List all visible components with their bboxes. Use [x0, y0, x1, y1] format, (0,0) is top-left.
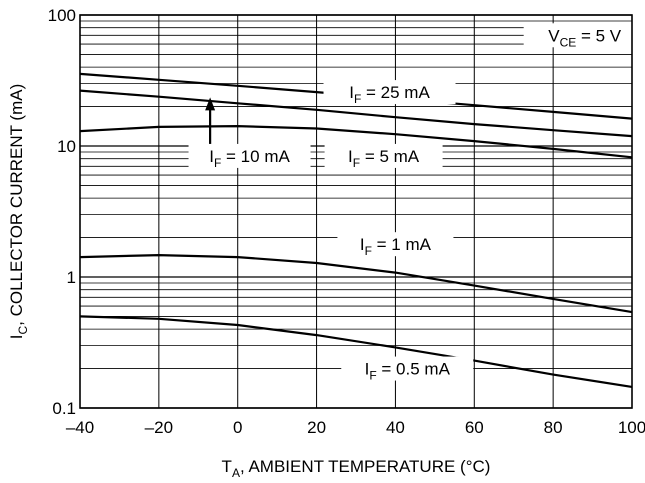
- annotation-label-rest: = 1 mA: [372, 235, 432, 254]
- annotation-label: VCE = 5 V: [548, 26, 622, 49]
- x-axis-title: TA, AMBIENT TEMPERATURE (°C): [222, 457, 491, 480]
- annotation-background: [323, 80, 456, 105]
- y-tick-label: 10: [57, 137, 76, 156]
- y-axis-title-subscript: C: [16, 326, 30, 335]
- series-layer: [79, 72, 633, 388]
- annotation-label-subscript: F: [354, 92, 361, 106]
- annotation-label: IF = 5 mA: [348, 147, 420, 170]
- grid-minor-lines: [80, 20, 632, 369]
- annotation-label-subscript: F: [365, 244, 372, 258]
- annotation-label-main: I: [348, 147, 353, 166]
- plot-frame: [79, 14, 633, 409]
- y-tick-label: 1: [67, 268, 76, 287]
- x-tick-labels: –40 –20 0 20 40 60 80 100: [66, 418, 645, 437]
- series-line: [79, 124, 633, 159]
- annotation-label-subscript: F: [369, 369, 376, 383]
- annotation-label-main: I: [365, 360, 370, 379]
- y-axis-title-main: I: [7, 335, 26, 340]
- x-axis-title-subscript: A: [232, 466, 240, 480]
- y-axis-title-rest: , COLLECTOR CURRENT (mA): [7, 84, 26, 326]
- x-tick-label: –20: [145, 418, 173, 437]
- annotation-label-subscript: F: [353, 156, 360, 170]
- annotation-label: IF = 1 mA: [360, 235, 432, 258]
- annotation-label: IF = 0.5 mA: [365, 360, 451, 383]
- annotation-background: [523, 23, 645, 48]
- x-tick-label: 60: [465, 418, 484, 437]
- annotation-label-rest: = 5 V: [576, 26, 622, 45]
- x-tick-label: 100: [618, 418, 645, 437]
- y-axis-title: IC, COLLECTOR CURRENT (mA): [7, 84, 30, 340]
- series-line: [79, 254, 633, 314]
- annotation-background: [337, 232, 454, 257]
- annotation-label-subscript: F: [214, 156, 221, 170]
- annotation-label-subscript: CE: [560, 35, 577, 49]
- annotation-label-main: I: [360, 235, 365, 254]
- annotation-label-rest: = 25 mA: [361, 83, 430, 102]
- annotation-label-main: I: [209, 147, 214, 166]
- annotation-label: IF = 25 mA: [349, 83, 430, 106]
- annotation-background: [324, 143, 443, 168]
- annotation-label-main: I: [349, 83, 354, 102]
- annotation-label-rest: = 0.5 mA: [377, 360, 451, 379]
- arrow-head: [205, 97, 216, 111]
- annotation-label-rest: = 10 mA: [221, 147, 290, 166]
- x-tick-label: –40: [66, 418, 94, 437]
- series-line: [79, 89, 633, 138]
- y-tick-label: 0.1: [52, 399, 76, 418]
- x-axis-title-rest: , AMBIENT TEMPERATURE (°C): [240, 457, 491, 476]
- annotation-background: [341, 356, 474, 381]
- grid-major-lines: [79, 14, 633, 409]
- x-tick-label: 0: [233, 418, 242, 437]
- x-axis-title-main: T: [222, 457, 232, 476]
- annotation-label: IF = 10 mA: [209, 147, 290, 170]
- x-tick-label: 20: [307, 418, 326, 437]
- x-tick-label: 40: [386, 418, 405, 437]
- y-tick-label: 100: [48, 6, 76, 25]
- annotation-background: [188, 143, 311, 168]
- annotation-label-rest: = 5 mA: [360, 147, 420, 166]
- annotation-label-main: V: [548, 26, 560, 45]
- x-tick-label: 80: [544, 418, 563, 437]
- y-tick-labels: 0.1 1 10 100: [48, 6, 76, 418]
- series-line: [79, 315, 633, 388]
- arrow-layer: [205, 97, 216, 145]
